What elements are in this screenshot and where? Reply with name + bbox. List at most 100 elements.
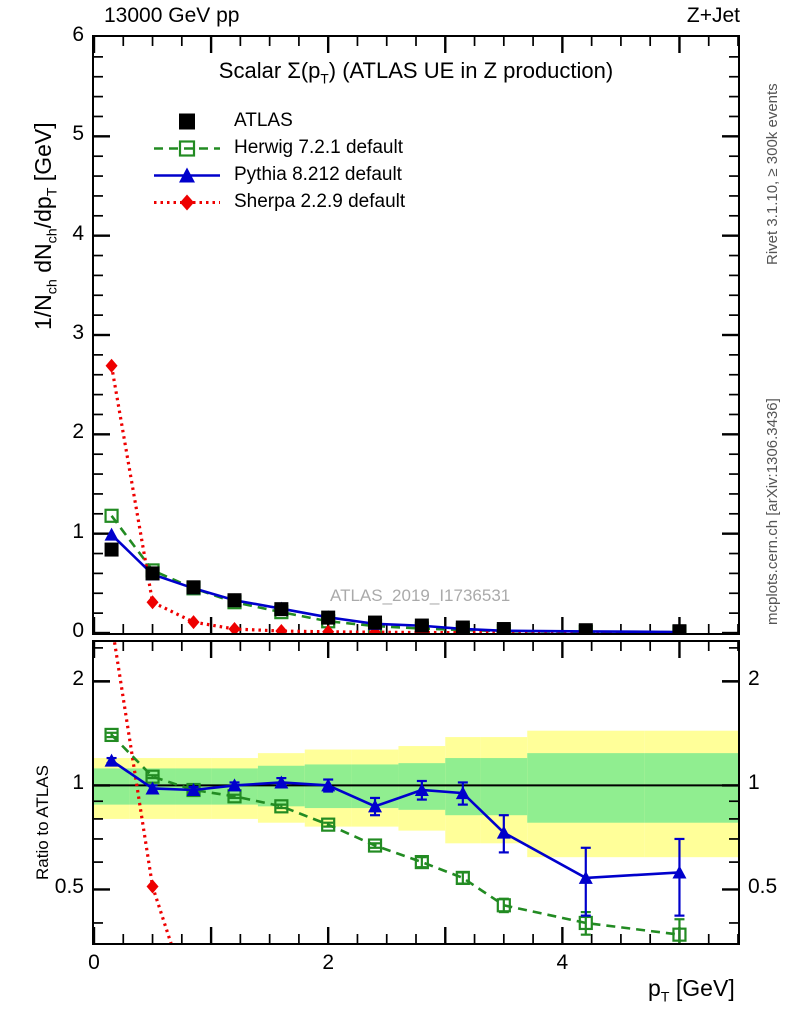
x-axis-title-p: p — [648, 975, 661, 1001]
plot-title-suffix: ) (ATLAS UE in Z production) — [328, 58, 614, 83]
x-tick-label: 4 — [556, 951, 569, 974]
marker-square-filled — [414, 618, 429, 633]
x-axis-title: pT [GeV] — [648, 975, 735, 1006]
marker-square-open — [178, 140, 196, 157]
y-tick-label-main: 5 — [72, 122, 84, 146]
marker-diamond-filled — [105, 358, 118, 373]
plot-header: 13000 GeV pp Z+Jet — [0, 4, 786, 30]
marker-square-open — [578, 915, 593, 931]
marker-triangle-filled — [672, 865, 687, 879]
legend-label: Herwig 7.2.1 default — [234, 137, 403, 158]
marker-diamond-filled — [146, 595, 159, 610]
y-tick-label-ratio: 2 — [72, 667, 84, 691]
ratio-line — [110, 759, 680, 880]
marker-square-open — [496, 898, 511, 913]
y-tick-label-ratio: 0.5 — [54, 875, 84, 899]
beam-energy-label: 13000 GeV pp — [104, 4, 240, 27]
y-tick-label-ratio-right: 1 — [748, 771, 760, 795]
marker-square-open — [321, 817, 336, 832]
marker-diamond-filled — [322, 624, 335, 633]
marker-diamond-filled — [180, 194, 194, 211]
y-tick-label-ratio-right: 2 — [748, 667, 760, 691]
marker-triangle-filled — [179, 167, 195, 183]
mcplots-caption: mcplots.cern.ch [arXiv:1306.3436] — [764, 398, 781, 625]
marker-square-open — [274, 799, 289, 814]
marker-square-filled — [578, 623, 593, 633]
marker-triangle-filled — [104, 753, 119, 767]
plot-title-sub: T — [320, 71, 329, 87]
marker-triangle-filled — [414, 782, 429, 796]
y-tick-label-main: 0 — [72, 619, 84, 642]
marker-square-open — [414, 854, 429, 870]
marker-square-filled — [104, 542, 119, 557]
y-tick-label-main: 3 — [72, 321, 84, 344]
legend-label: ATLAS — [234, 110, 293, 131]
ratio-series-pythia — [104, 753, 687, 917]
x-axis-title-unit: [GeV] — [669, 975, 735, 1001]
legend-marker — [150, 162, 224, 189]
main-plot-panel — [92, 35, 740, 635]
process-label: Z+Jet — [686, 4, 740, 27]
marker-triangle-filled — [578, 870, 593, 884]
y-tick-label-main: 6 — [72, 23, 84, 46]
ratio-plot-panel — [92, 640, 740, 945]
legend-marker — [150, 108, 224, 135]
marker-diamond-filled — [187, 615, 200, 630]
marker-diamond-filled — [228, 622, 241, 633]
marker-square-filled — [227, 593, 242, 608]
marker-square-open — [455, 870, 470, 886]
y-tick-label-ratio: 1 — [72, 771, 84, 795]
band-segment — [480, 758, 528, 816]
y-axis-title-b: dN — [30, 243, 56, 280]
legend-label: Pythia 8.212 default — [234, 164, 402, 185]
legend-marker — [150, 189, 224, 216]
marker-square-filled — [274, 602, 289, 617]
x-axis-title-sub: T — [660, 989, 670, 1006]
y-tick-label-main: 4 — [72, 221, 84, 245]
rivet-version-caption: Rivet 3.1.10, ≥ 300k events — [764, 83, 781, 265]
marker-square-open — [104, 727, 119, 743]
legend-label: Sherpa 2.2.9 default — [234, 191, 406, 212]
main-plot-canvas — [94, 37, 738, 633]
marker-square-filled — [145, 566, 160, 581]
y-axis-title-c-sub: T — [44, 187, 61, 197]
marker-square-filled — [455, 620, 470, 633]
band-segment — [644, 753, 738, 823]
marker-square-filled — [321, 610, 336, 625]
legend-marker — [150, 135, 224, 162]
series-line — [109, 365, 680, 633]
marker-square-filled — [368, 615, 383, 630]
marker-triangle-filled — [104, 527, 119, 541]
x-tick-label: 2 — [322, 951, 335, 974]
marker-square-open — [104, 508, 119, 523]
x-tick-label: 0 — [88, 951, 100, 974]
y-tick-label-main: 1 — [72, 519, 84, 543]
ratio-plot-canvas — [94, 642, 738, 943]
band-segment — [527, 753, 645, 823]
marker-square-filled — [186, 580, 201, 595]
marker-diamond-filled — [146, 879, 159, 894]
marker-diamond-filled — [275, 624, 288, 633]
analysis-id-watermark: ATLAS_2019_I1736531 — [330, 586, 511, 605]
series-line — [110, 515, 680, 633]
marker-triangle-filled — [368, 799, 383, 813]
series-herwig — [104, 508, 687, 633]
marker-triangle-filled — [274, 775, 289, 789]
marker-square-filled — [496, 622, 511, 633]
plot-title-prefix: Scalar Σ(p — [218, 58, 321, 83]
marker-square-filled — [179, 113, 195, 130]
y-axis-title-a-sub: ch — [44, 279, 61, 295]
plot-title: Scalar Σ(pT) (ATLAS UE in Z production) — [92, 58, 740, 86]
marker-triangle-filled — [145, 781, 160, 795]
marker-triangle-filled — [186, 782, 201, 796]
marker-triangle-filled — [321, 778, 336, 792]
marker-square-open — [367, 838, 383, 853]
marker-triangle-filled — [455, 786, 470, 800]
marker-square-open — [672, 927, 687, 942]
marker-square-filled — [672, 624, 687, 633]
marker-triangle-filled — [227, 778, 242, 792]
series-atlas — [104, 542, 687, 633]
marker-triangle-filled — [496, 825, 511, 839]
ratio-series-sherpa — [112, 642, 173, 943]
